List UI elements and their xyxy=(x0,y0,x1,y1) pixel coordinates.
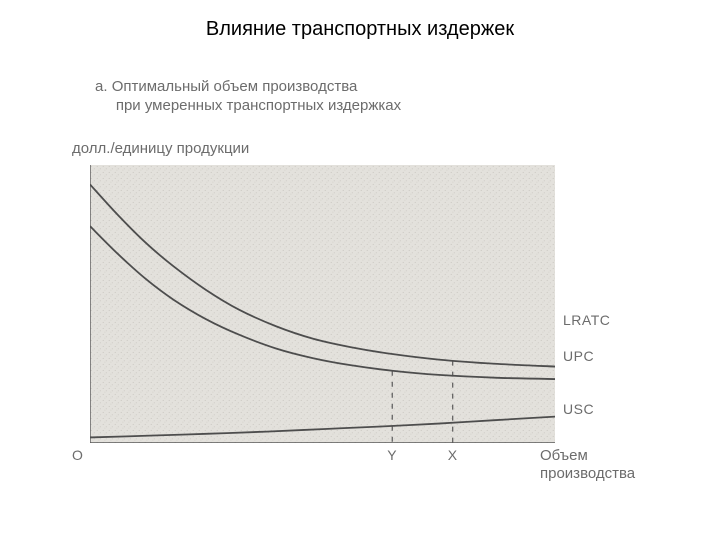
caption-prefix: а. xyxy=(95,78,108,95)
origin-label: O xyxy=(72,447,83,463)
cost-curves-chart xyxy=(90,165,555,443)
x-axis-label: Объем производства xyxy=(540,447,635,483)
series-label-usc: USC xyxy=(563,401,594,417)
caption-line1: Оптимальный объем производства xyxy=(112,78,358,95)
x-tick-x: X xyxy=(448,447,457,463)
series-label-lratc: LRATC xyxy=(563,312,610,328)
series-label-upc: UPC xyxy=(563,348,594,364)
page-title: Влияние транспортных издержек xyxy=(0,18,720,41)
y-axis-label: долл./единицу продукции xyxy=(72,140,249,157)
caption-line2: при умеренных транспортных издержках xyxy=(116,97,401,114)
panel-caption: а. Оптимальный объем производства при ум… xyxy=(95,78,401,116)
x-tick-y: Y xyxy=(387,447,396,463)
chart-area xyxy=(90,165,555,443)
page: Влияние транспортных издержек а. Оптимал… xyxy=(0,0,720,540)
